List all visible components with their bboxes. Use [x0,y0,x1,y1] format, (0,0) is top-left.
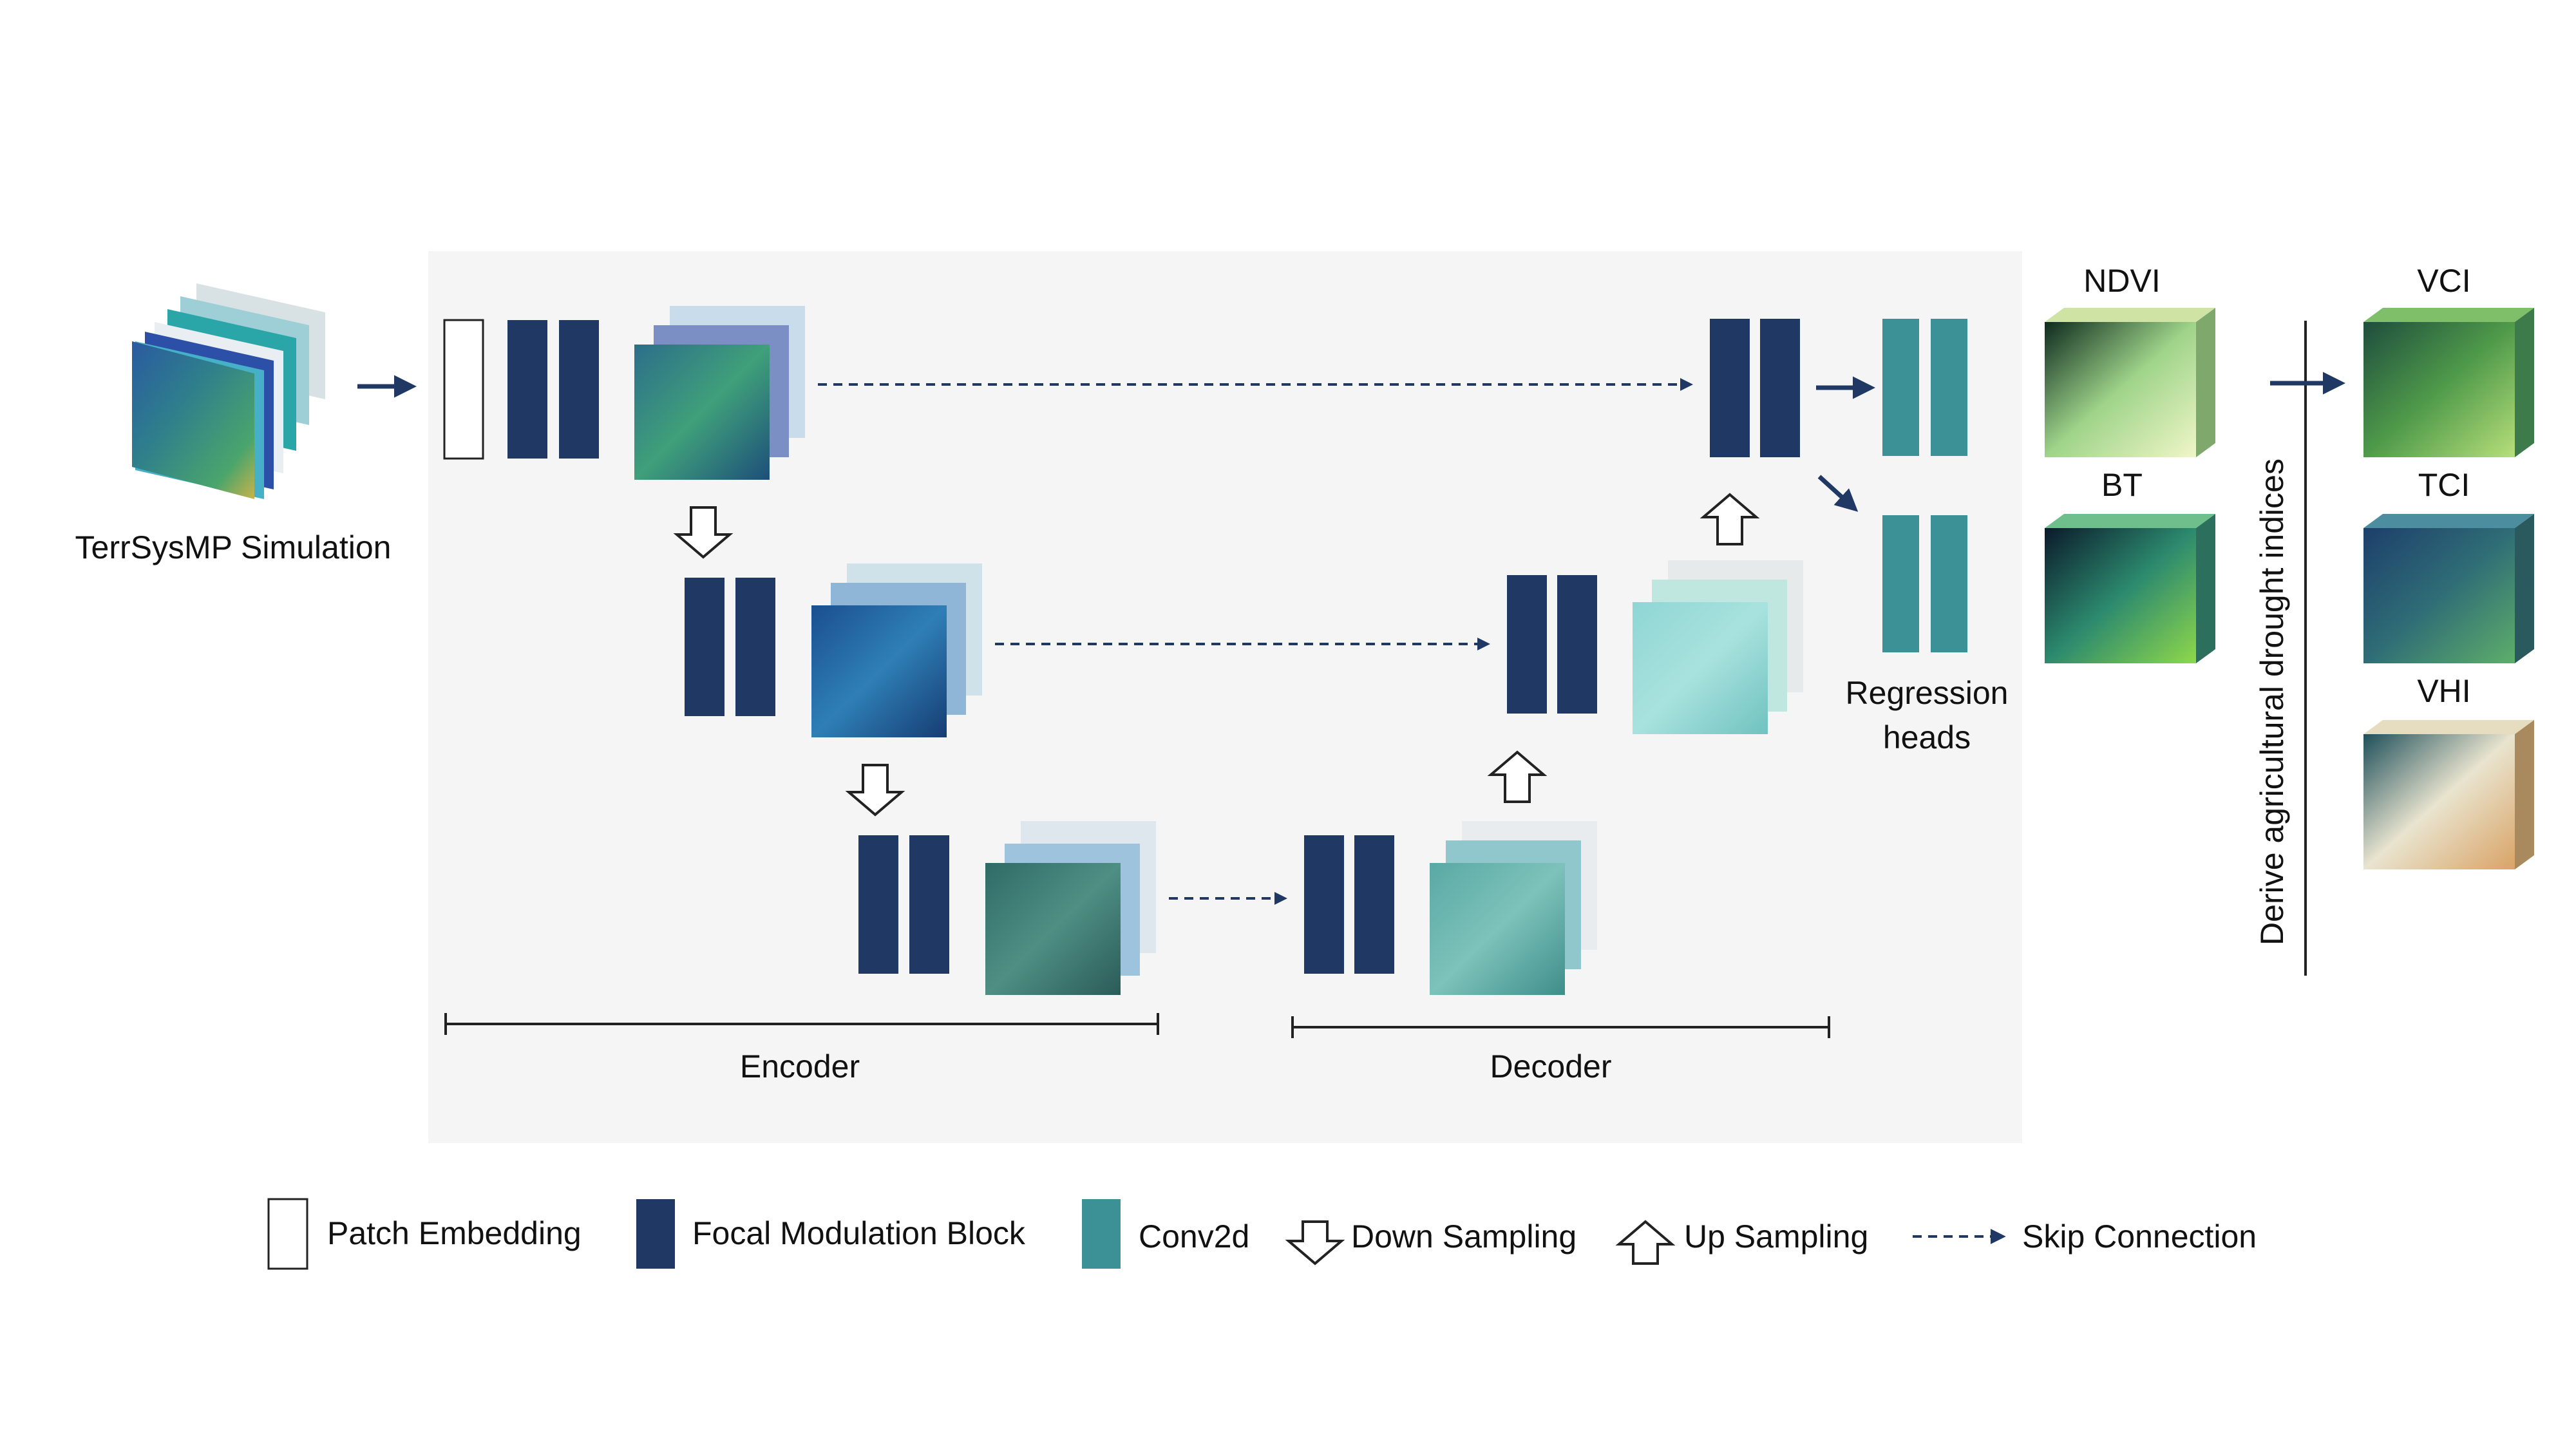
decoder-focal-block [1760,319,1800,457]
up-sampling-icon [1619,1222,1672,1264]
encoder-feature-map-2 [811,564,982,737]
bt-cube [2045,514,2215,663]
tci-label: TCI [2418,467,2470,503]
vci-label: VCI [2417,263,2470,299]
vhi-label: VHI [2417,673,2470,709]
input-simulation-stack [132,283,325,499]
regression-heads-label-line1: Regression [1846,675,2009,711]
down-sampling-icon [1289,1222,1341,1264]
ndvi-label: NDVI [2083,263,2160,299]
ndvi-cube [2045,308,2215,457]
decoder-focal-block [1710,319,1750,457]
encoder-focal-block [735,578,775,716]
decoder-focal-block [1354,835,1394,974]
patch-embedding-block [444,320,483,459]
vhi-cube [2363,720,2534,869]
encoder-label: Encoder [740,1048,860,1084]
bt-label: BT [2101,467,2143,503]
encoder-focal-block [858,835,898,974]
encoder-feature-map-3 [985,821,1156,995]
derive-label: Derive agricultural drought indices [2254,459,2290,945]
decoder-feature-map-3 [1430,821,1597,995]
decoder-focal-block [1557,575,1597,714]
encoder-focal-block [559,320,599,459]
legend-patch-embedding-swatch [269,1199,307,1269]
legend-conv2d-swatch [1082,1199,1121,1269]
regression-conv-block [1882,515,1919,652]
legend-up-sampling-label: Up Sampling [1684,1218,1868,1255]
decoder-feature-map-2 [1633,560,1803,734]
input-label: TerrSysMP Simulation [75,529,392,565]
legend: Patch Embedding Focal Modulation Block C… [269,1199,2257,1269]
encoder-feature-map-1 [634,306,805,480]
regression-heads-label-line2: heads [1883,719,1971,755]
legend-focal-block-swatch [636,1199,675,1269]
decoder-label: Decoder [1490,1048,1612,1084]
encoder-focal-block [685,578,724,716]
legend-down-sampling-label: Down Sampling [1351,1218,1577,1255]
encoder-focal-block [507,320,547,459]
regression-conv-block [1931,319,1967,456]
legend-patch-embedding-label: Patch Embedding [327,1215,582,1251]
vci-cube [2363,308,2534,457]
legend-conv2d-label: Conv2d [1139,1218,1249,1255]
legend-focal-block-label: Focal Modulation Block [692,1215,1026,1251]
decoder-focal-block [1304,835,1344,974]
regression-conv-block [1882,319,1919,456]
encoder-focal-block [909,835,949,974]
tci-cube [2363,514,2534,663]
legend-skip-connection-label: Skip Connection [2022,1218,2257,1255]
decoder-focal-block [1507,575,1547,714]
regression-conv-block [1931,515,1967,652]
